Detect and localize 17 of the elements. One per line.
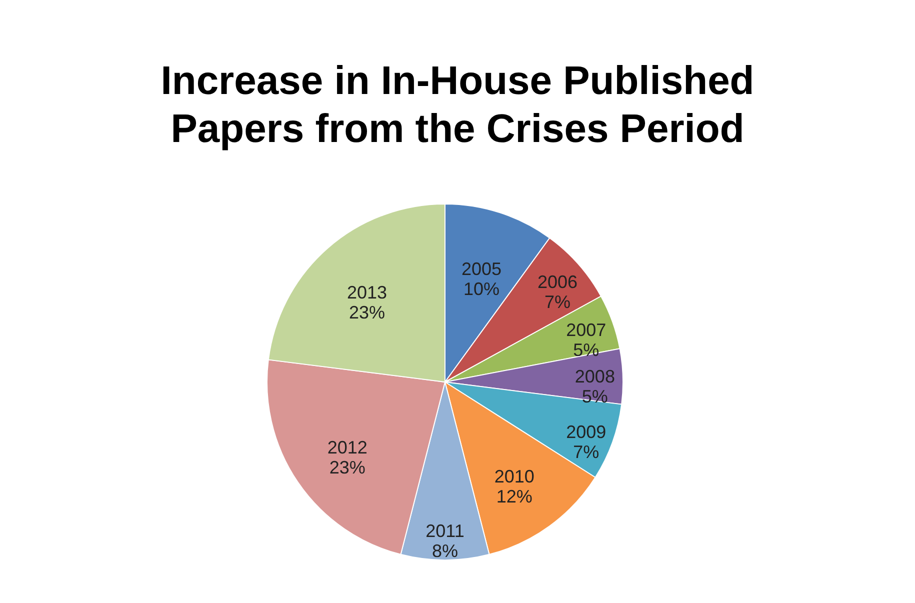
slice-label: 2013	[346, 282, 387, 302]
chart-title: Increase in In-House Published Papers from the Crises Period	[160, 59, 754, 151]
slice-label: 2005	[461, 258, 502, 279]
data-label: 8%	[432, 541, 458, 561]
data-label: 10%	[463, 278, 500, 299]
slice-label: 2008	[574, 366, 615, 386]
data-label: 12%	[496, 486, 532, 506]
data-label: 7%	[544, 292, 571, 312]
slice-label: 2011	[426, 521, 464, 541]
slice-label: 2006	[537, 272, 578, 292]
data-label: 7%	[573, 442, 600, 462]
data-label: 23%	[348, 302, 385, 322]
slice-label: 2010	[494, 466, 534, 486]
slice-label: 2009	[566, 422, 606, 442]
slice-label: 2012	[327, 437, 368, 458]
data-label: 23%	[329, 457, 366, 478]
slice-label: 2007	[566, 320, 606, 340]
